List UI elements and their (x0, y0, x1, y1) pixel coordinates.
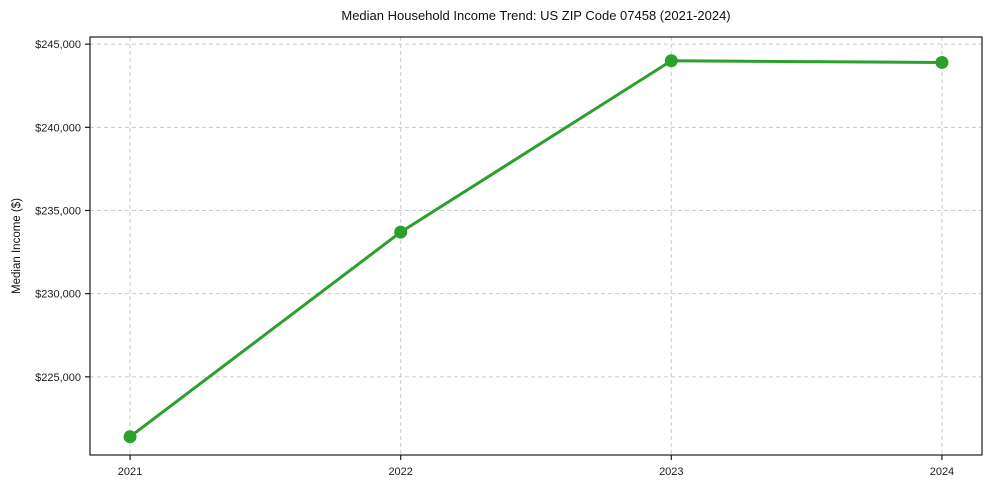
income-trend-line (128, 59, 944, 439)
x-tick-label: 2021 (118, 466, 142, 478)
y-tick-label: $245,000 (35, 39, 81, 51)
y-tick-label: $225,000 (35, 372, 81, 384)
y-tick-label: $235,000 (35, 205, 81, 217)
x-tick-label: 2022 (388, 466, 412, 478)
data-point-2023 (664, 54, 678, 68)
x-tick-label: 2024 (930, 466, 954, 478)
data-point-2022 (394, 225, 408, 239)
data-point-2021 (123, 430, 137, 444)
x-tick-label: 2023 (659, 466, 683, 478)
y-tick-label: $240,000 (35, 122, 81, 134)
chart-title: Median Household Income Trend: US ZIP Co… (341, 8, 731, 23)
data-point-2024 (935, 55, 949, 69)
y-tick-label: $230,000 (35, 289, 81, 301)
plot-border (89, 36, 983, 456)
